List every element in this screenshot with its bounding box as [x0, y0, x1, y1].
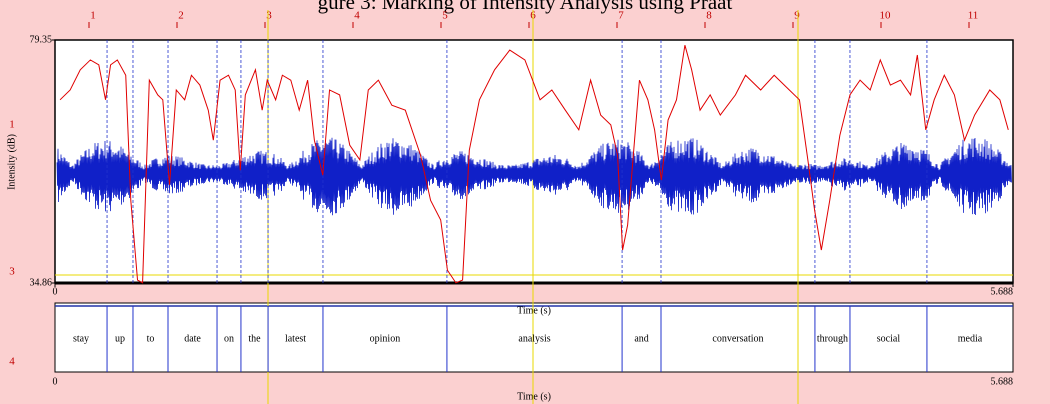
x-tick-label: 5.688 [991, 376, 1014, 387]
x-axis-label: Time (s) [517, 305, 551, 316]
waveform [56, 137, 1012, 216]
tier-word: through [817, 333, 848, 344]
y-tick-label: 34.86 [30, 277, 53, 288]
ruler-label: 4 [9, 356, 15, 368]
ruler-label: 11 [968, 10, 979, 22]
tier-word: social [877, 333, 901, 344]
x-tick-label: 5.688 [991, 286, 1014, 297]
ruler-label: 1 [9, 119, 15, 131]
ruler-label: 9 [794, 10, 800, 22]
ruler-label: 7 [618, 10, 624, 22]
tier-word: latest [285, 333, 306, 344]
x-tick-label: 0 [53, 286, 58, 297]
intensity-line [59, 45, 1009, 284]
ruler-label: 10 [880, 10, 892, 22]
tier-word: the [248, 333, 261, 344]
tier-word: media [958, 333, 983, 344]
x-tick-label: 0 [53, 376, 58, 387]
tier-word: opinion [370, 333, 401, 344]
tier-word: to [147, 333, 155, 344]
ruler-label: 5 [442, 10, 448, 22]
tier-word: up [115, 333, 125, 344]
ruler-label: 3 [9, 266, 15, 278]
figure-title: gure 3: Marking of Intensity Analysis us… [318, 0, 733, 14]
tier-word: conversation [712, 333, 763, 344]
y-axis-label: Intensity (dB) [6, 134, 17, 190]
ruler-label: 1 [90, 10, 96, 22]
x-axis-label: Time (s) [517, 391, 551, 402]
y-tick-label: 79.35 [30, 34, 53, 45]
tier-word: date [184, 333, 201, 344]
ruler-label: 3 [266, 10, 272, 22]
tier-word: stay [73, 333, 89, 344]
tier-word: on [224, 333, 234, 344]
tier-word: and [634, 333, 648, 344]
tier-word: analysis [518, 333, 550, 344]
ruler-label: 4 [354, 10, 360, 22]
ruler-label: 8 [706, 10, 712, 22]
ruler-label: 2 [178, 10, 184, 22]
tier-panel [54, 302, 1014, 373]
